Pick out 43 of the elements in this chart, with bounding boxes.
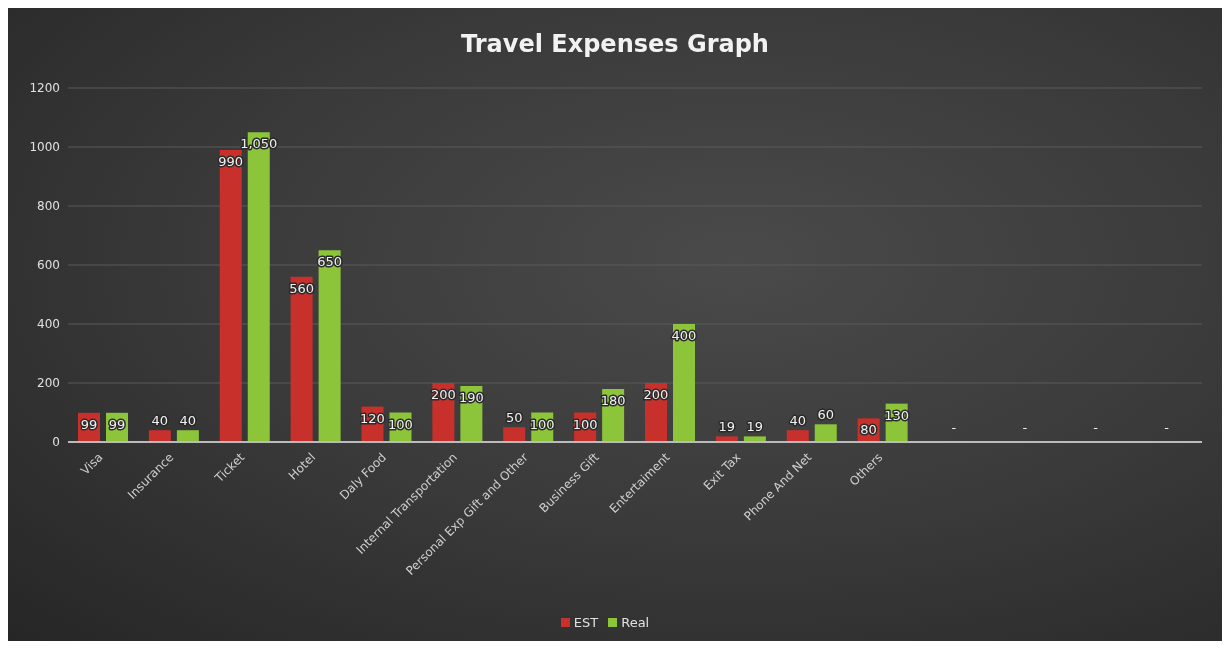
bar	[148, 430, 171, 442]
data-label: 200	[430, 387, 456, 402]
y-tick-label: 200	[37, 376, 60, 391]
text: -	[1164, 420, 1169, 435]
data-label: 990	[218, 153, 244, 169]
data-label: 99	[108, 416, 126, 432]
chart-title: Travel Expenses Graph	[460, 30, 770, 58]
text: -	[951, 420, 957, 435]
bar	[176, 430, 199, 442]
data-label: 50	[505, 410, 523, 426]
bar	[219, 149, 242, 442]
y-tick-label: 400	[37, 317, 60, 332]
data-label: 19	[746, 419, 764, 435]
data-label: 19	[718, 419, 736, 435]
data-label: 100	[529, 416, 555, 432]
legend-label: EST	[573, 615, 599, 630]
text: -	[1093, 420, 1099, 435]
bar	[290, 276, 313, 442]
data-label: 190	[458, 389, 484, 405]
data-label: 120	[360, 410, 385, 426]
data-label: 40	[151, 413, 169, 429]
x-tick-label: Visa	[78, 450, 106, 478]
data-label: 60	[817, 407, 835, 423]
y-tick-label: 600	[37, 258, 60, 273]
legend-label: Real	[621, 615, 650, 630]
data-label: 80	[860, 422, 877, 438]
x-tick-label: Exit Tax	[700, 450, 744, 493]
data-label: 40	[789, 413, 807, 429]
bar	[503, 427, 526, 442]
data-label: 40	[179, 413, 197, 429]
data-label: 99	[80, 416, 98, 432]
data-label: 100	[388, 416, 413, 432]
y-tick-label: 1200	[29, 81, 60, 96]
data-label: 130	[884, 407, 910, 423]
bar	[814, 424, 837, 442]
bar	[786, 430, 809, 442]
data-label: 560	[289, 280, 315, 296]
y-tick-label: 800	[37, 199, 60, 214]
y-tick-label: 0	[52, 435, 60, 450]
bar	[318, 250, 341, 442]
data-label: 650	[317, 254, 343, 270]
text: -	[1022, 420, 1028, 435]
y-tick-label: 1000	[29, 140, 60, 155]
